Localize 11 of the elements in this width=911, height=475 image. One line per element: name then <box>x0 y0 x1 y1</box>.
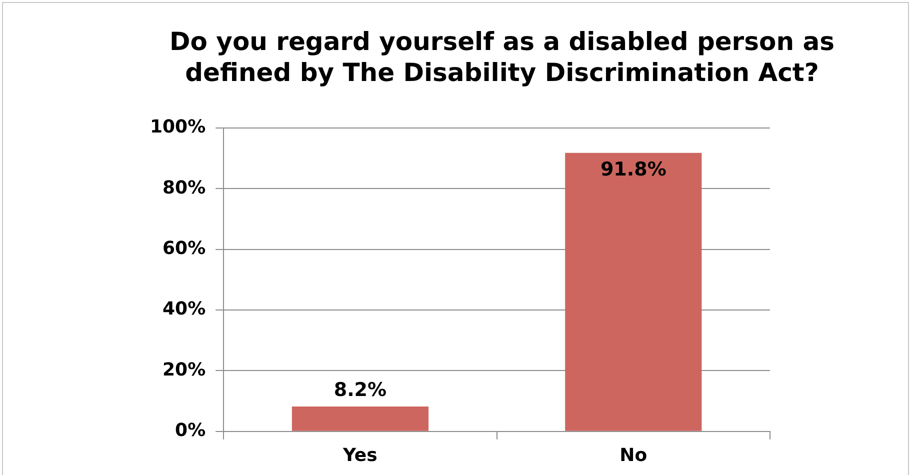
x-tick-label: No <box>620 444 648 466</box>
y-tick-label: 100% <box>150 116 206 138</box>
data-label: 8.2% <box>334 378 387 401</box>
data-label: 91.8% <box>600 158 666 180</box>
y-tick-label: 20% <box>162 359 206 380</box>
y-tick-label: 60% <box>162 238 206 260</box>
y-tick-label: 0% <box>175 420 206 442</box>
chart-title: Do you regard yourself as a disabled person as defined by The Disability Discrimination Act? <box>168 26 836 88</box>
x-tick-label: Yes <box>342 444 378 466</box>
y-tick-label: 80% <box>162 177 206 198</box>
y-tick-label: 40% <box>162 298 206 320</box>
